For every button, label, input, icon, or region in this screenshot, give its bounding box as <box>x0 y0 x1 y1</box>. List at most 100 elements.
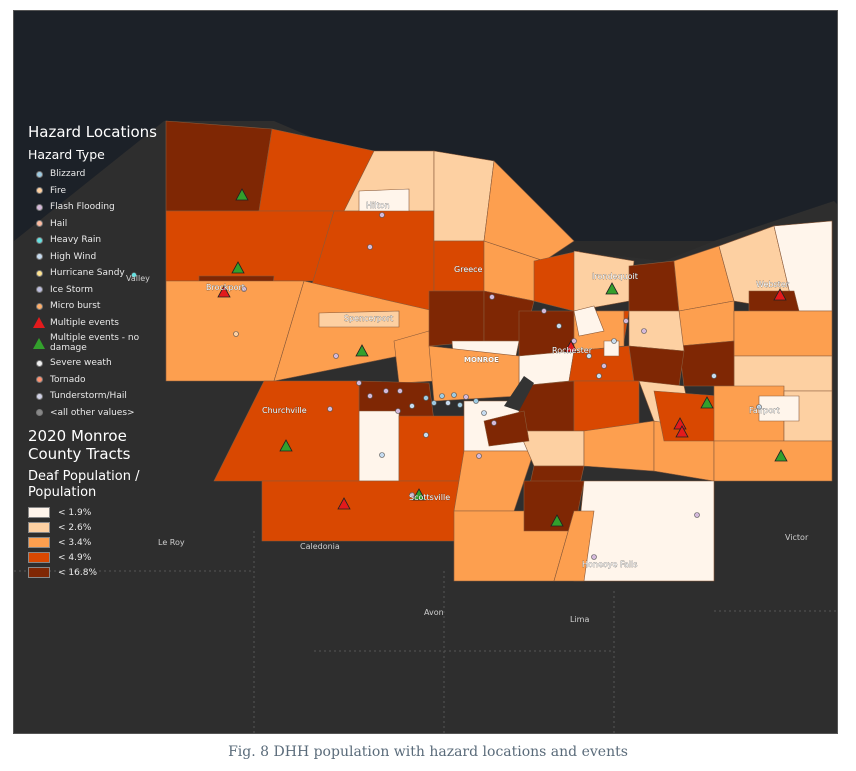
hazard-point <box>711 373 717 379</box>
hazard-type-item: Blizzard <box>28 166 178 183</box>
hazard-type-label: Tornado <box>50 374 86 385</box>
hazard-point <box>379 452 385 458</box>
place-label-churchville: Churchville <box>262 406 307 415</box>
multiple-events-no-damage-triangle <box>700 396 714 409</box>
multiple-events-no-damage-triangle <box>231 261 245 274</box>
legend-tracts-title: 2020 Monroe County Tracts <box>28 427 131 463</box>
tract-gates-2 <box>428 345 520 402</box>
class-label: < 16.8% <box>58 567 97 578</box>
place-label-fairport: Fairport <box>749 406 780 415</box>
multiple-events-triangle <box>564 340 578 353</box>
hazard-point <box>445 400 451 406</box>
hazard-point <box>409 403 415 409</box>
triangle-icon <box>28 317 50 329</box>
dot-icon <box>28 203 50 211</box>
place-label-caledonia: Caledonia <box>300 542 340 551</box>
hazard-type-label: Ice Storm <box>50 284 94 295</box>
hazard-point <box>327 406 333 412</box>
population-class-item: < 2.6% <box>28 520 178 535</box>
hazard-point <box>131 272 137 278</box>
dot-icon <box>28 253 50 261</box>
map-legend: Hazard Locations Hazard Type Blizzard Fir… <box>28 123 178 580</box>
hazard-point <box>596 373 602 379</box>
tract-small-1 <box>483 410 530 447</box>
hazard-point <box>397 388 403 394</box>
legend-population-title: Deaf Population / Population <box>28 469 140 500</box>
multiple-events-no-damage-triangle <box>279 439 293 452</box>
map-frame: Hilton Greece Irondequoit Webster Brockp… <box>13 10 838 734</box>
hazard-point <box>356 380 362 386</box>
hazard-type-item: Multiple events - no damage <box>28 331 178 355</box>
place-label-scottsville: Scottsville <box>409 493 450 502</box>
dot-icon <box>28 170 50 178</box>
hazard-type-item: Severe weath <box>28 355 178 372</box>
hazard-point <box>431 400 437 406</box>
township-boundaries <box>14 531 837 733</box>
hazard-point <box>463 394 469 400</box>
dot-icon <box>28 220 50 228</box>
tract-pittsford-dark <box>653 390 725 442</box>
place-label-le-roy: Le Roy <box>158 538 185 547</box>
hazard-point <box>601 363 607 369</box>
dot-icon <box>28 269 50 277</box>
hazard-point <box>571 338 577 344</box>
hazard-point <box>481 410 487 416</box>
multiple-events-triangle <box>337 497 351 510</box>
dot-icon <box>28 409 50 417</box>
hazard-point <box>476 453 482 459</box>
hazard-point <box>611 338 617 344</box>
hazard-type-label: Fire <box>50 185 67 196</box>
hazard-type-label: High Wind <box>50 251 97 262</box>
tract-spencerport <box>318 310 400 328</box>
hazard-point <box>473 398 479 404</box>
hazard-point <box>556 323 562 329</box>
multiple-events-no-damage-triangle <box>355 344 369 357</box>
hazard-point <box>756 404 762 410</box>
tract-greece-nw <box>433 150 495 242</box>
place-label-valley: Valley <box>126 274 150 283</box>
hazard-type-label: Multiple events - no damage <box>50 333 140 353</box>
dot-icon <box>28 286 50 294</box>
multiple-events-no-damage-triangle <box>774 449 788 462</box>
class-swatch <box>28 507 50 518</box>
tract-chili-1 <box>358 410 400 482</box>
hazard-point <box>439 393 445 399</box>
hazard-point <box>233 331 239 337</box>
hazard-point <box>541 308 547 314</box>
hazard-type-label: <all other values> <box>50 407 135 418</box>
tract-hamlin <box>165 120 273 212</box>
tract-perinton-3 <box>713 440 833 482</box>
hazard-point <box>409 492 415 498</box>
hazard-type-label: Tunderstorm/Hail <box>50 391 127 402</box>
class-label: < 1.9% <box>58 507 92 518</box>
tract-penfield-4 <box>678 340 735 387</box>
hazard-point <box>367 393 373 399</box>
multiple-events-no-damage-triangle <box>550 514 564 527</box>
hazard-type-list: Blizzard Fire Flash Flooding Hail Heavy Rain… <box>28 166 178 421</box>
population-class-item: < 3.4% <box>28 535 178 550</box>
tract-small-3 <box>603 340 620 357</box>
dot-icon <box>28 302 50 310</box>
hazard-type-label: Hurricane Sandy <box>50 268 125 279</box>
hazard-point <box>489 294 495 300</box>
tract-wheatland <box>261 480 465 542</box>
hazard-point <box>591 554 597 560</box>
hazard-type-label: Micro burst <box>50 301 101 312</box>
hazard-type-label: Severe weath <box>50 358 112 369</box>
class-swatch <box>28 567 50 578</box>
tract-city-5 <box>628 310 685 352</box>
hazard-type-item: Multiple events <box>28 315 178 332</box>
multiple-events-triangle <box>675 425 689 438</box>
class-label: < 4.9% <box>58 552 92 563</box>
place-label-irondequoit: Irondequoit <box>592 272 638 281</box>
event-triangles <box>217 188 788 527</box>
hazard-point <box>457 402 463 408</box>
legend-hazard-type-label: Hazard Type <box>28 147 105 162</box>
place-label-honeoye-falls: Honeoye Falls <box>582 560 637 569</box>
irondequoit-bay <box>504 376 534 411</box>
hazard-type-item: Tunderstorm/Hail <box>28 388 178 405</box>
hazard-point <box>395 408 401 414</box>
hazard-point <box>241 286 247 292</box>
hazard-point <box>379 212 385 218</box>
hazard-type-item: Micro burst <box>28 298 178 315</box>
